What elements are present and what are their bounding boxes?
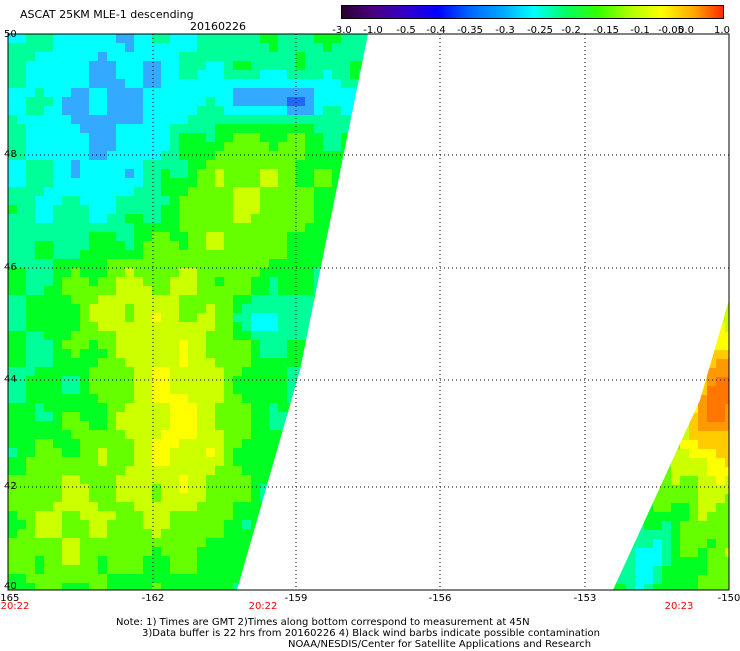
- color-scale-label: 0.0: [678, 25, 694, 36]
- color-scale-label: -0.25: [527, 25, 553, 36]
- note-line-2: 3)Data buffer is 22 hrs from 20160226 4)…: [142, 628, 600, 639]
- longitude-label: -150: [718, 593, 740, 604]
- color-scale-label: -0.2: [561, 25, 581, 36]
- map-date: 20160226: [190, 20, 246, 33]
- time-label: 20:22: [1, 601, 30, 612]
- latitude-label: 50: [4, 29, 17, 40]
- time-label: 20:23: [665, 601, 694, 612]
- color-scale-label: -0.4: [426, 25, 446, 36]
- longitude-label: -165: [0, 593, 19, 604]
- latitude-label: 40: [4, 581, 17, 592]
- color-scale-label: 1.0: [714, 25, 730, 36]
- axis-labels: 50 48 46 44 42 40-165 -162 -159 -156 -153 -150 20:2…: [0, 29, 740, 612]
- latitude-label: 46: [4, 262, 17, 273]
- graticule: [8, 34, 729, 590]
- color-scale-label: -0.3: [495, 25, 515, 36]
- color-scale-gradient: [342, 6, 723, 18]
- latitude-label: 42: [4, 481, 17, 492]
- latitude-label: 48: [4, 149, 17, 160]
- longitude-label: -162: [142, 593, 165, 604]
- time-label: 20:22: [249, 601, 278, 612]
- map-frame: [7, 33, 730, 591]
- western-swath: [8, 34, 368, 590]
- color-scale-label: -3.0: [332, 25, 352, 36]
- note-line-1: Note: 1) Times are GMT 2)Times along bot…: [116, 617, 530, 628]
- latitude-label: 44: [4, 374, 17, 385]
- color-scale-labels: -3.0 -1.0 -0.5 -0.4 -0.35 -0.3 -0.25 -0.2 -0.15-…: [330, 25, 735, 37]
- longitude-label: -159: [285, 593, 308, 604]
- color-scale-label: -0.05: [658, 25, 684, 36]
- color-scale-label: -0.1: [630, 25, 650, 36]
- eastern-swath: [613, 300, 729, 590]
- color-scale-bar: [341, 5, 724, 19]
- map-title: ASCAT 25KM MLE-1 descending: [20, 8, 194, 21]
- longitude-label: -153: [574, 593, 597, 604]
- longitude-label: -156: [429, 593, 452, 604]
- note-line-3: NOAA/NESDIS/Center for Satellite Applica…: [288, 639, 592, 650]
- color-scale-label: -0.35: [457, 25, 483, 36]
- color-scale-label: -1.0: [363, 25, 383, 36]
- color-scale-label: -0.5: [396, 25, 416, 36]
- color-scale-label: -0.15: [593, 25, 619, 36]
